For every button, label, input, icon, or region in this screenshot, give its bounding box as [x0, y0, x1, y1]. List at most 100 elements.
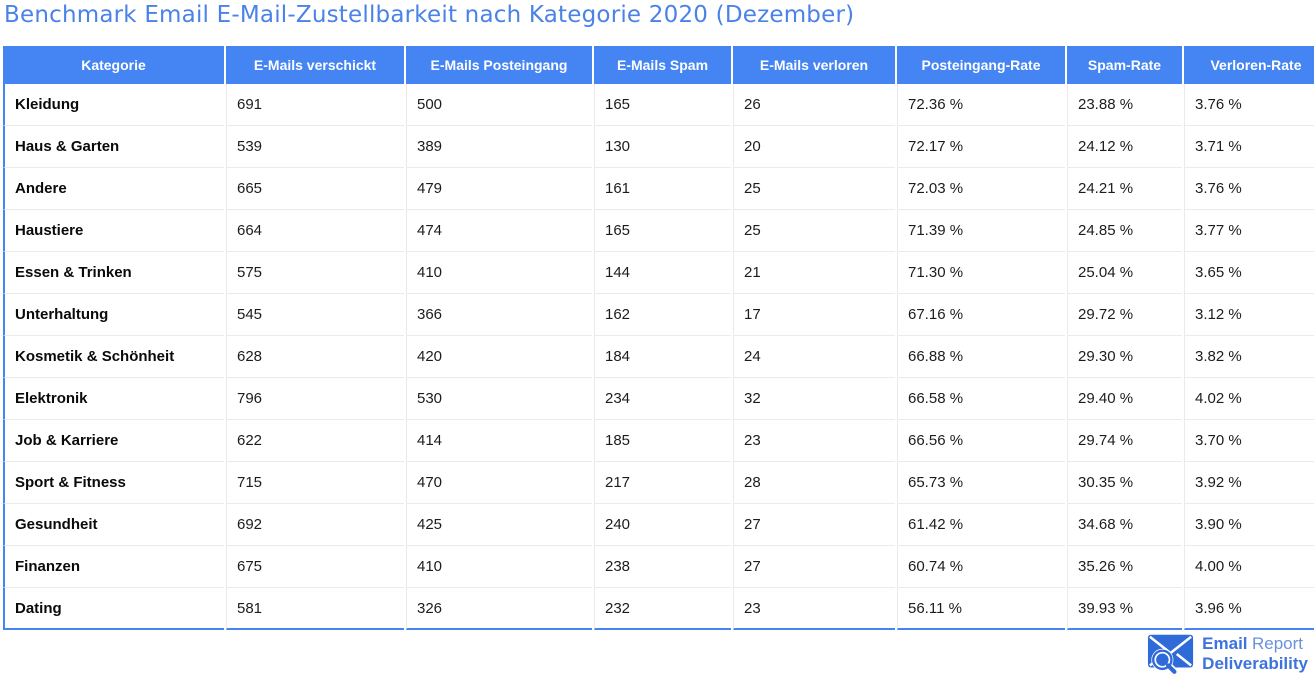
value-cell: 232 — [594, 588, 731, 630]
value-cell: 410 — [406, 252, 592, 294]
value-cell: 25.04 % — [1067, 252, 1182, 294]
value-cell: 71.39 % — [897, 210, 1065, 252]
table-row: Job & Karriere 622 414 185 23 66.56 % 29.74 % 3… — [3, 420, 1314, 462]
value-cell: 61.42 % — [897, 504, 1065, 546]
category-cell: Haustiere — [3, 210, 224, 252]
value-cell: 39.93 % — [1067, 588, 1182, 630]
category-cell: Kosmetik & Schönheit — [3, 336, 224, 378]
value-cell: 3.92 % — [1184, 462, 1314, 504]
page-title: Benchmark Email E-Mail-Zustellbarkeit na… — [4, 2, 855, 28]
value-cell: 29.30 % — [1067, 336, 1182, 378]
value-cell: 72.36 % — [897, 84, 1065, 126]
value-cell: 240 — [594, 504, 731, 546]
value-cell: 665 — [226, 168, 404, 210]
value-cell: 23.88 % — [1067, 84, 1182, 126]
value-cell: 575 — [226, 252, 404, 294]
value-cell: 65.73 % — [897, 462, 1065, 504]
category-cell: Elektronik — [3, 378, 224, 420]
column-header: Verloren-Rate — [1184, 46, 1314, 84]
value-cell: 17 — [733, 294, 895, 336]
column-header: Posteingang-Rate — [897, 46, 1065, 84]
value-cell: 675 — [226, 546, 404, 588]
value-cell: 56.11 % — [897, 588, 1065, 630]
category-cell: Kleidung — [3, 84, 224, 126]
value-cell: 71.30 % — [897, 252, 1065, 294]
value-cell: 3.12 % — [1184, 294, 1314, 336]
value-cell: 3.65 % — [1184, 252, 1314, 294]
value-cell: 24.21 % — [1067, 168, 1182, 210]
table-body: Kleidung 691 500 165 26 72.36 % 23.88 % 3.76 % H… — [3, 84, 1314, 630]
value-cell: 410 — [406, 546, 592, 588]
value-cell: 3.76 % — [1184, 84, 1314, 126]
value-cell: 66.56 % — [897, 420, 1065, 462]
value-cell: 29.72 % — [1067, 294, 1182, 336]
value-cell: 3.77 % — [1184, 210, 1314, 252]
value-cell: 23 — [733, 420, 895, 462]
value-cell: 185 — [594, 420, 731, 462]
value-cell: 35.26 % — [1067, 546, 1182, 588]
value-cell: 474 — [406, 210, 592, 252]
category-cell: Gesundheit — [3, 504, 224, 546]
value-cell: 545 — [226, 294, 404, 336]
value-cell: 72.17 % — [897, 126, 1065, 168]
value-cell: 26 — [733, 84, 895, 126]
logo-word-deliverability: Deliverability — [1202, 654, 1308, 673]
table-row: Haus & Garten 539 389 130 20 72.17 % 24.12 % 3.… — [3, 126, 1314, 168]
value-cell: 691 — [226, 84, 404, 126]
value-cell: 628 — [226, 336, 404, 378]
value-cell: 29.74 % — [1067, 420, 1182, 462]
value-cell: 420 — [406, 336, 592, 378]
value-cell: 3.90 % — [1184, 504, 1314, 546]
value-cell: 24 — [733, 336, 895, 378]
category-cell: Sport & Fitness — [3, 462, 224, 504]
value-cell: 60.74 % — [897, 546, 1065, 588]
category-cell: Essen & Trinken — [3, 252, 224, 294]
value-cell: 539 — [226, 126, 404, 168]
value-cell: 24.85 % — [1067, 210, 1182, 252]
value-cell: 30.35 % — [1067, 462, 1182, 504]
logo-word-email: Email — [1202, 634, 1248, 653]
value-cell: 664 — [226, 210, 404, 252]
value-cell: 414 — [406, 420, 592, 462]
value-cell: 581 — [226, 588, 404, 630]
value-cell: 326 — [406, 588, 592, 630]
category-cell: Dating — [3, 588, 224, 630]
table-row: Elektronik 796 530 234 32 66.58 % 29.40 % 4.02 … — [3, 378, 1314, 420]
value-cell: 130 — [594, 126, 731, 168]
value-cell: 24.12 % — [1067, 126, 1182, 168]
value-cell: 161 — [594, 168, 731, 210]
value-cell: 622 — [226, 420, 404, 462]
category-cell: Job & Karriere — [3, 420, 224, 462]
value-cell: 4.02 % — [1184, 378, 1314, 420]
value-cell: 162 — [594, 294, 731, 336]
value-cell: 32 — [733, 378, 895, 420]
value-cell: 238 — [594, 546, 731, 588]
value-cell: 29.40 % — [1067, 378, 1182, 420]
table-row: Haustiere 664 474 165 25 71.39 % 24.85 % 3.77 % — [3, 210, 1314, 252]
column-header: E-Mails Posteingang — [406, 46, 592, 84]
value-cell: 67.16 % — [897, 294, 1065, 336]
table-header: Kategorie E-Mails verschickt E-Mails Poste… — [3, 46, 1314, 84]
value-cell: 3.82 % — [1184, 336, 1314, 378]
value-cell: 217 — [594, 462, 731, 504]
value-cell: 28 — [733, 462, 895, 504]
value-cell: 165 — [594, 84, 731, 126]
value-cell: 234 — [594, 378, 731, 420]
value-cell: 530 — [406, 378, 592, 420]
value-cell: 366 — [406, 294, 592, 336]
column-header: Kategorie — [3, 46, 224, 84]
logo-word-report: Report — [1251, 634, 1304, 653]
value-cell: 27 — [733, 504, 895, 546]
value-cell: 692 — [226, 504, 404, 546]
value-cell: 23 — [733, 588, 895, 630]
value-cell: 4.00 % — [1184, 546, 1314, 588]
category-cell: Finanzen — [3, 546, 224, 588]
table-row: Sport & Fitness 715 470 217 28 65.73 % 30.35 %… — [3, 462, 1314, 504]
column-header: Spam-Rate — [1067, 46, 1182, 84]
value-cell: 425 — [406, 504, 592, 546]
value-cell: 66.88 % — [897, 336, 1065, 378]
value-cell: 72.03 % — [897, 168, 1065, 210]
table-row: Kosmetik & Schönheit 628 420 184 24 66.88 % 29… — [3, 336, 1314, 378]
value-cell: 34.68 % — [1067, 504, 1182, 546]
